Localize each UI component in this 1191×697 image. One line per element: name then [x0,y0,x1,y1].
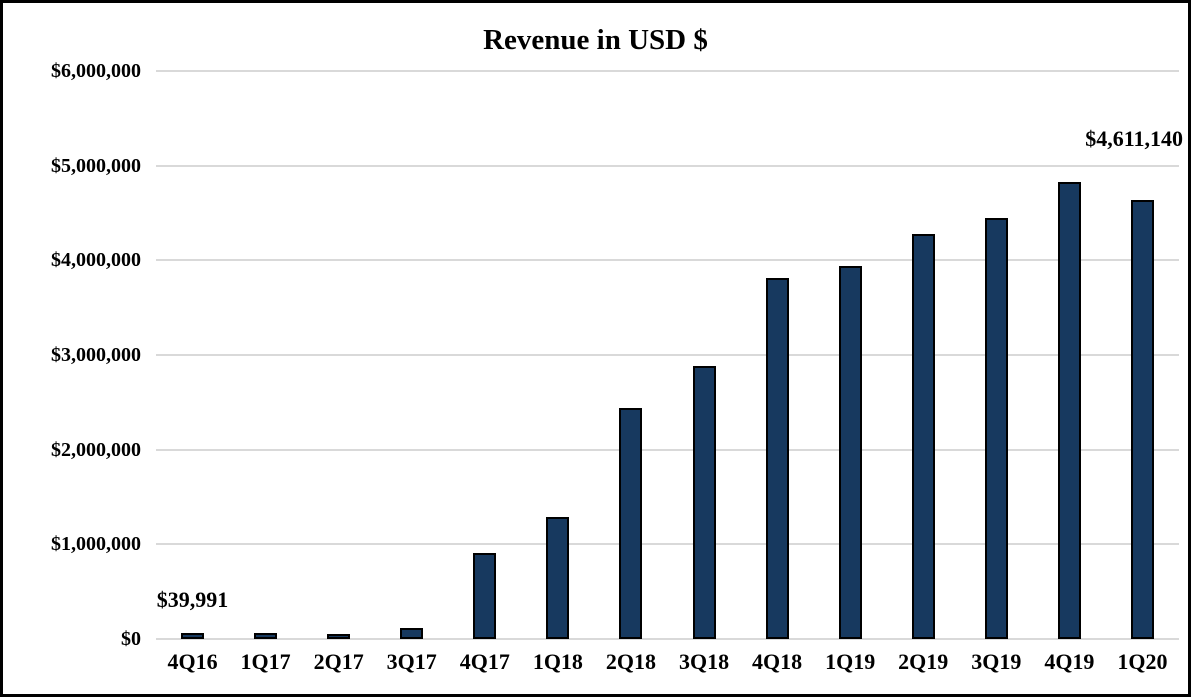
gridline [156,259,1179,262]
x-axis-category-label: 1Q20 [1117,649,1168,674]
x-axis-category-label: 4Q16 [167,649,218,674]
gridline [156,354,1179,356]
y-axis-tick-label: $2,000,000 [51,438,141,461]
data-label: $39,991 [156,587,229,613]
y-axis-tick-label: $4,000,000 [51,249,141,272]
x-axis-category-label: 1Q18 [532,649,583,674]
bar-4Q18 [765,278,789,639]
bar-1Q20 [1130,200,1154,639]
x-axis-category-label: 3Q17 [386,649,437,674]
bar-4Q19 [1057,181,1081,639]
x-axis-category-label: 2Q19 [898,649,949,674]
bar-3Q18 [692,366,716,639]
bar-1Q19 [838,265,862,639]
gridline [156,448,1179,451]
x-axis-category-label: 1Q19 [825,649,876,674]
x-axis-category-label: 2Q17 [313,649,364,674]
x-axis-category-label: 4Q17 [459,649,510,674]
chart-title: Revenue in USD $ [483,24,708,56]
y-axis-tick-label: $0 [121,628,141,650]
data-label: $4,611,140 [1085,126,1183,152]
gridline [156,638,1179,640]
bar-3Q19 [984,217,1008,639]
y-axis-tick-label: $1,000,000 [51,533,141,556]
bar-2Q17 [327,633,351,639]
gridline [156,543,1179,546]
x-axis-category-label: 3Q19 [971,649,1022,674]
plot-area: $39,991 $4,611,140 [156,70,1183,640]
bar-1Q17 [254,633,278,639]
bar-2Q18 [619,407,643,639]
bar-4Q17 [473,552,497,639]
bar-2Q19 [911,233,935,639]
x-axis-category-label: 1Q17 [240,649,291,674]
x-axis-category-label: 3Q18 [678,649,730,674]
y-axis-tick-label: $3,000,000 [51,344,141,366]
bar-4Q16 [181,633,205,639]
gridline [156,164,1179,167]
x-axis-category-label: 4Q19 [1044,649,1095,674]
y-axis-tick-label: $6,000,000 [51,60,141,82]
bar-3Q17 [400,628,424,639]
y-axis-tick-label: $5,000,000 [51,154,141,177]
x-axis-category-label: 4Q18 [752,649,803,674]
bar-1Q18 [546,516,570,639]
gridline [156,70,1179,72]
x-axis-category-label: 2Q18 [605,649,657,674]
